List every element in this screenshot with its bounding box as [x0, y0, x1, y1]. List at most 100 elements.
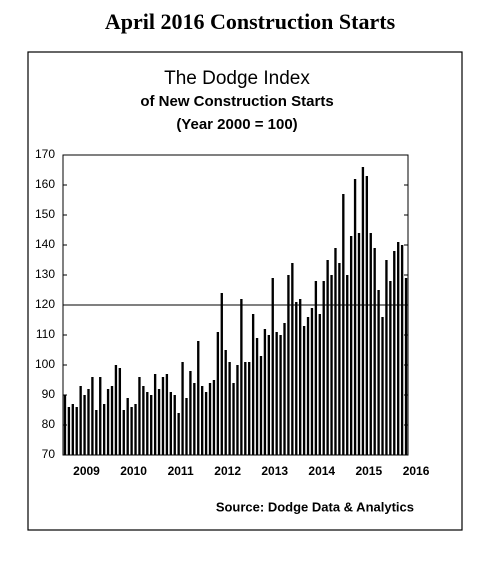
- bar: [291, 263, 294, 455]
- bar: [373, 248, 376, 455]
- bar: [228, 362, 231, 455]
- bar: [75, 407, 78, 455]
- bar: [216, 332, 220, 455]
- bar: [212, 380, 216, 455]
- bar: [338, 263, 341, 455]
- bar: [306, 317, 310, 455]
- bar: [91, 377, 94, 455]
- bar: [95, 410, 98, 455]
- source-note: Source: Dodge Data & Analytics: [216, 499, 414, 514]
- bar: [134, 404, 137, 455]
- bar: [197, 341, 200, 455]
- x-tick-label: 2015: [355, 464, 382, 478]
- bar: [389, 281, 392, 455]
- x-tick-label: 2014: [308, 464, 335, 478]
- x-tick-label: 2012: [214, 464, 241, 478]
- bar: [118, 368, 122, 455]
- bar: [283, 323, 286, 455]
- bar: [248, 362, 251, 455]
- bar: [87, 389, 90, 455]
- bar: [255, 338, 259, 455]
- bar: [161, 377, 165, 455]
- bar: [153, 374, 157, 455]
- chart-subtitle: of New Construction Starts: [140, 93, 333, 110]
- y-tick-label: 120: [35, 297, 55, 311]
- bar: [244, 362, 247, 455]
- bar: [267, 335, 270, 455]
- bar: [271, 278, 274, 455]
- bar: [361, 167, 365, 455]
- bar: [126, 398, 129, 455]
- y-tick-label: 90: [42, 387, 56, 401]
- bar: [397, 242, 400, 455]
- y-tick-label: 100: [35, 357, 55, 371]
- bar: [310, 308, 314, 455]
- y-tick-label: 80: [42, 417, 56, 431]
- bar: [381, 317, 384, 455]
- bar: [185, 398, 188, 455]
- bar: [102, 404, 106, 455]
- bar: [369, 233, 372, 455]
- bar: [224, 350, 227, 455]
- x-tick-label: 2013: [261, 464, 288, 478]
- bar: [146, 392, 149, 455]
- bar: [71, 404, 74, 455]
- chart-subtitle: (Year 2000 = 100): [176, 116, 297, 133]
- bar: [385, 260, 388, 455]
- bar: [342, 194, 345, 455]
- bar: [275, 332, 278, 455]
- bar: [318, 314, 321, 455]
- bar: [377, 290, 380, 455]
- bar: [322, 281, 325, 455]
- bar: [83, 395, 86, 455]
- bar: [330, 275, 333, 455]
- chart-frame: [27, 51, 463, 531]
- bar: [79, 386, 82, 455]
- bar: [67, 407, 71, 455]
- bar: [393, 251, 396, 455]
- y-tick-label: 160: [35, 177, 55, 191]
- bar: [220, 293, 223, 455]
- bar: [279, 335, 282, 455]
- bar: [251, 314, 255, 455]
- bar: [114, 365, 118, 455]
- chart-title: The Dodge Index: [164, 68, 310, 89]
- y-tick-label: 70: [42, 447, 56, 461]
- bar: [63, 395, 67, 455]
- bar: [138, 377, 141, 455]
- bar: [334, 248, 337, 455]
- bar: [259, 356, 263, 455]
- bar: [349, 236, 353, 455]
- bar: [122, 410, 125, 455]
- bar: [314, 281, 318, 455]
- bar: [240, 299, 243, 455]
- bar: [208, 383, 212, 455]
- bar: [326, 260, 329, 455]
- bar: [302, 326, 306, 455]
- y-tick-label: 150: [35, 207, 55, 221]
- y-tick-label: 130: [35, 267, 55, 281]
- page-title: April 2016 Construction Starts: [105, 9, 396, 34]
- bar: [99, 377, 102, 455]
- bar: [142, 386, 145, 455]
- bar: [165, 374, 169, 455]
- y-tick-label: 110: [36, 327, 55, 341]
- bar: [287, 275, 290, 455]
- bar: [106, 389, 110, 455]
- x-tick-label: 2010: [120, 464, 147, 478]
- bar: [150, 395, 153, 455]
- bar: [263, 329, 267, 455]
- x-tick-label: 2009: [73, 464, 100, 478]
- bar: [295, 302, 298, 455]
- bar: [169, 392, 172, 455]
- bar: [299, 299, 302, 455]
- bar: [365, 176, 369, 455]
- bar: [357, 233, 361, 455]
- bar: [346, 275, 349, 455]
- bar: [193, 383, 196, 455]
- bar: [157, 389, 161, 455]
- bar: [177, 413, 180, 455]
- bar: [201, 386, 204, 455]
- bar: [204, 392, 208, 455]
